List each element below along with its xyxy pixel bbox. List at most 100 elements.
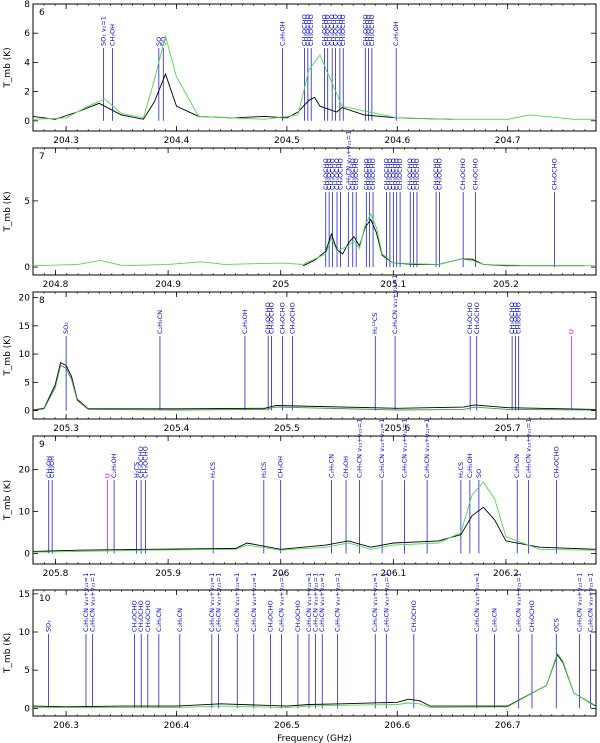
line-label: CH₃OCHO: [553, 446, 561, 478]
panel-frame: [32, 291, 597, 420]
panel-number: 10: [39, 594, 51, 604]
line-label: CH₃OCHO: [393, 158, 401, 190]
y-tick-label: 10: [19, 628, 31, 638]
line-label: CH₃OCHO: [349, 158, 357, 190]
line-label: CH₃OH: [108, 24, 116, 46]
model-spectrum: [32, 213, 596, 267]
y-tick-label: 20: [19, 294, 31, 304]
line-label: CH₃OCHO: [396, 158, 404, 190]
line-label: CH₃OCHO: [459, 158, 467, 190]
x-tick-label: 205.4: [164, 424, 190, 434]
line-label: C₂H₅CN v₁₃+v₂₁=1: [401, 419, 409, 478]
y-tick-label: 0: [24, 263, 30, 273]
line-label: U: [103, 473, 111, 478]
y-axis-label: T_mb (K): [3, 47, 13, 88]
line-label: C₂H₅CN v₁₃+v₂₁=1: [515, 573, 523, 632]
x-tick-label: 205.9: [155, 569, 181, 579]
line-label: C₂H₅OH: [466, 453, 474, 478]
x-tick-label: 204.7: [495, 136, 521, 146]
x-axis-label: Frequency (GHz): [277, 734, 352, 743]
observed-spectrum: [32, 653, 597, 708]
line-label: CH₃OCHO: [410, 158, 418, 190]
x-tick-label: 204.6: [384, 136, 410, 146]
y-tick-label: 5: [24, 197, 30, 207]
observed-spectrum: [32, 72, 453, 120]
line-label: CH₃OCHO: [144, 600, 152, 632]
x-tick-label: 206.1: [380, 569, 406, 579]
x-tick-label: 205.2: [493, 280, 519, 290]
line-label: CH₃OCHO: [325, 158, 333, 190]
y-tick-label: 0: [24, 407, 30, 417]
x-tick-label: 204.9: [155, 280, 181, 290]
line-label: CH₃OCHO: [515, 302, 523, 334]
line-label: C₂H₅OH: [392, 21, 400, 46]
line-label: C₂H₅CN v₁₃+v₂₁=1: [382, 573, 390, 632]
y-tick-label: 20: [19, 466, 31, 476]
y-tick-label: 15: [19, 322, 30, 332]
panel-frame: [32, 147, 597, 276]
line-label: CH₃OCHO: [550, 158, 558, 190]
x-tick-label: 206.6: [384, 721, 410, 731]
y-tick-label: 5: [24, 666, 30, 676]
y-tick-label: 6: [24, 29, 30, 39]
line-label: CH₃OCHO: [294, 600, 302, 632]
line-label: C₂H₅CN v₁₃+v₂₁=1: [586, 573, 594, 632]
y-tick-label: 8: [24, 0, 30, 10]
line-label: C₂H₅CN: [490, 608, 498, 632]
line-label: C₂H₅CN v₁₃+v₂₁=1: [378, 419, 386, 478]
line-label: C₂H₅CN v₁₃+v₂₁=1: [473, 573, 481, 632]
x-tick-label: 206.4: [164, 721, 190, 731]
line-label: CH₃OCHO: [435, 158, 443, 190]
line-label: CH₃OH: [342, 456, 350, 478]
line-label: CH₃OCHO: [142, 446, 150, 478]
observed-spectrum: [303, 218, 585, 267]
line-label: C₂H₅CN v₁₃+v₂₁=1: [524, 419, 532, 478]
x-tick-label: 205.6: [384, 424, 410, 434]
line-label: CH₃OCHO: [389, 158, 397, 190]
line-label: CH₃OH: [277, 456, 285, 478]
line-label: C₂H₅CN v₁₃+v₂₁=1: [214, 573, 222, 632]
line-label: CH₃OCHO: [137, 446, 145, 478]
line-label: CH₃OCHO: [266, 600, 274, 632]
line-label: C₂H₅CN v₁₃+v₂₁=1: [82, 573, 90, 632]
line-label: OCS: [552, 618, 560, 632]
line-label: C₂H₅CN v₁₃+v₂₁=1: [423, 419, 431, 478]
panel-number: 7: [39, 152, 45, 162]
y-tick-label: 5: [24, 378, 30, 388]
y-tick-label: 0: [24, 550, 30, 560]
line-label: CH₃OCHO: [336, 158, 344, 190]
model-spectrum: [32, 364, 597, 411]
line-label: C₂H₅CN v₁₃+v₂₁=1: [371, 573, 379, 632]
line-label: CH₃OCHO: [304, 14, 312, 46]
line-label: C₂H₅OH: [241, 309, 249, 334]
line-label: CH₃OCHO: [301, 14, 309, 46]
line-label: CH₃OCHO: [472, 158, 480, 190]
panel-number: 6: [39, 8, 45, 18]
line-label: U: [568, 329, 576, 334]
line-label: CH₃OCHO: [288, 302, 296, 334]
line-label: C₂H₅CN v₁₃+v₂₁=1: [277, 573, 285, 632]
line-label: CH₃OH: [48, 456, 56, 478]
observed-spectrum: [32, 506, 597, 552]
line-label: C₂H₅CN: [155, 608, 163, 632]
x-tick-label: 204.8: [43, 280, 69, 290]
line-label: C₂H₅CN: [513, 454, 521, 478]
line-label: C₂H₅CN v₁₃+v₂₁=1: [334, 573, 342, 632]
line-label: CH₃OCHO: [361, 14, 369, 46]
line-label: CH₃OCHO: [278, 302, 286, 334]
x-tick-label: 206.3: [53, 721, 79, 731]
line-label: C₂H₅CN v₁₃+v₂₁=1: [391, 275, 399, 334]
model-spectrum: [32, 34, 596, 120]
panel-number: 8: [39, 296, 45, 306]
line-label: CH₃OCHO: [322, 158, 330, 190]
x-tick-label: 206.2: [493, 569, 519, 579]
line-label: CH₃OCHO: [466, 302, 474, 334]
line-label: C₂H₅CN: [156, 310, 164, 334]
line-label: C₂H₅CN v₁₃+v₂₁=1: [575, 573, 583, 632]
line-label: CH₃OCHO: [508, 302, 516, 334]
